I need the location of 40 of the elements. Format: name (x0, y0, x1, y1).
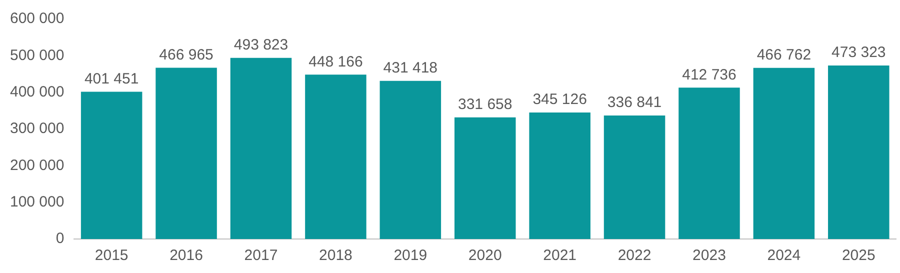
bar (305, 74, 366, 239)
x-tick-label: 2021 (543, 247, 577, 264)
data-label: 331 658 (458, 96, 512, 114)
data-label: 473 323 (832, 44, 886, 62)
x-tick-label: 2020 (468, 247, 502, 264)
y-tick-label: 400 000 (10, 83, 64, 100)
bar (828, 65, 890, 239)
data-label: 448 166 (308, 53, 363, 70)
y-tick-label: 500 000 (10, 46, 64, 64)
bar (454, 117, 516, 239)
x-tick-label: 2022 (618, 247, 652, 264)
bar (156, 68, 217, 239)
bar (230, 58, 292, 239)
y-tick-label: 300 000 (10, 120, 64, 138)
data-label: 336 841 (607, 94, 662, 112)
data-label: 466 965 (159, 46, 214, 64)
data-label: 401 451 (84, 70, 139, 88)
y-tick-label: 100 000 (10, 193, 64, 210)
x-tick-label: 2025 (842, 247, 876, 264)
data-label: 493 823 (234, 36, 288, 54)
data-label: 431 418 (383, 59, 438, 76)
x-tick-label: 2018 (319, 247, 352, 264)
x-tick-label: 2017 (244, 247, 278, 264)
y-tick-label: 600 000 (10, 10, 64, 28)
bar (678, 88, 740, 239)
x-tick-label: 2019 (394, 247, 428, 264)
y-tick-label: 0 (56, 230, 64, 248)
bar (753, 68, 815, 239)
x-tick-label: 2023 (692, 247, 726, 264)
bar (604, 115, 666, 239)
data-label: 466 762 (756, 46, 812, 64)
bar (529, 112, 590, 239)
data-label: 345 126 (532, 91, 587, 108)
x-tick-label: 2015 (94, 247, 128, 264)
x-tick-label: 2024 (767, 247, 801, 264)
bar (80, 92, 142, 239)
bar (380, 80, 442, 239)
data-label: 412 736 (682, 66, 736, 84)
y-tick-label: 200 000 (10, 156, 64, 174)
x-tick-label: 2016 (170, 247, 203, 264)
